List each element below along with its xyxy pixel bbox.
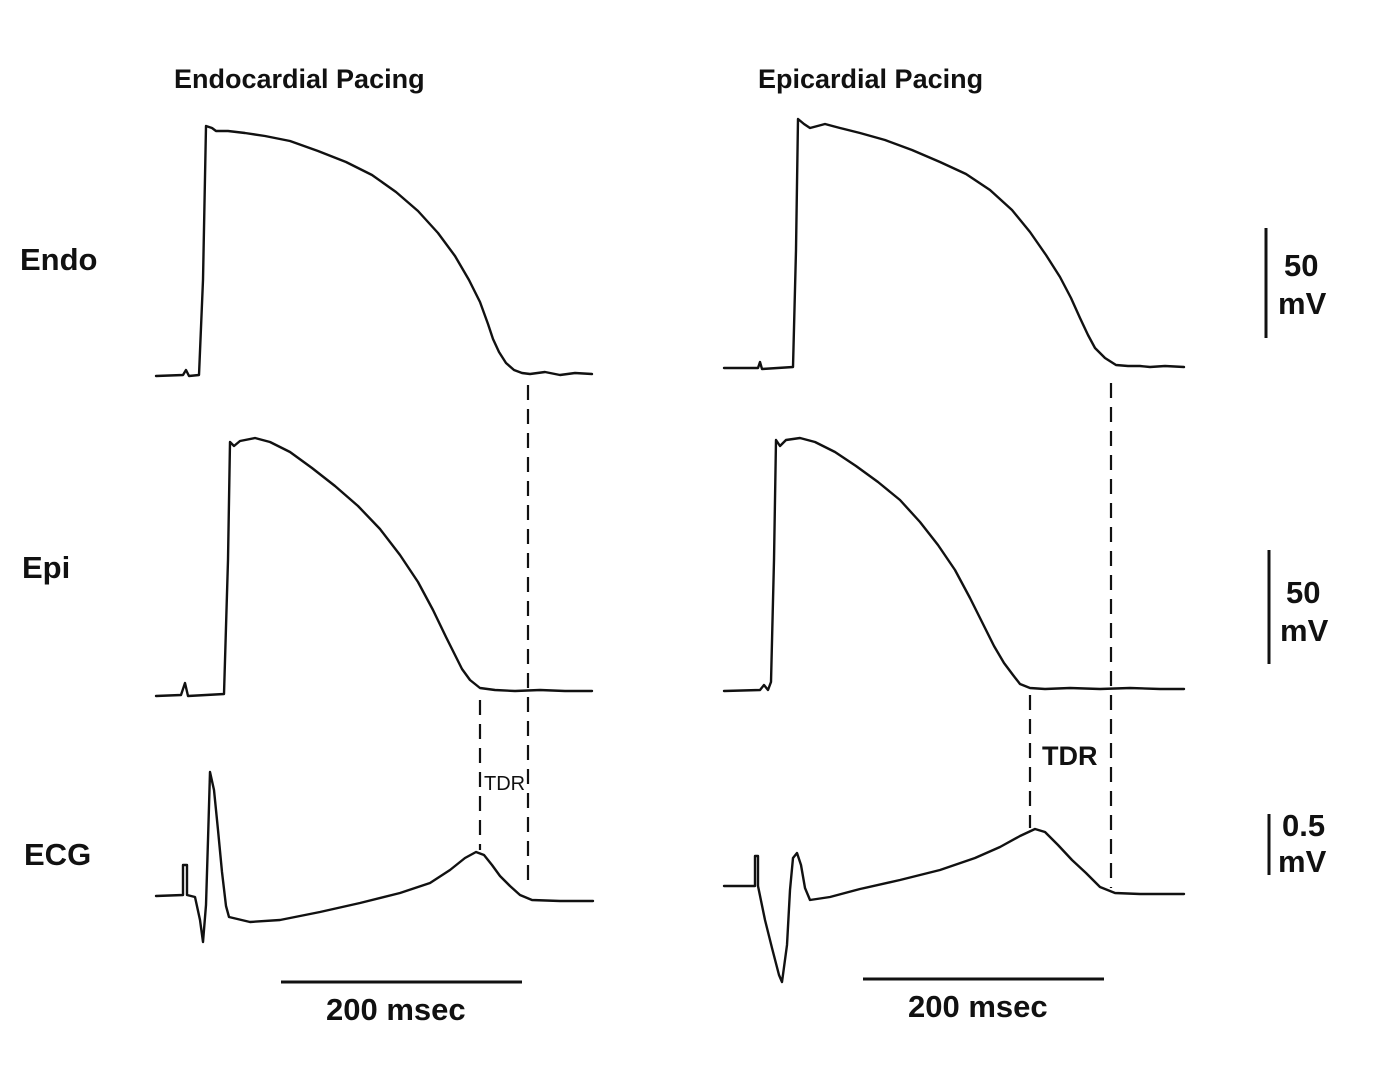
time-scale-label-epicardial-pacing: 200 msec [908,989,1048,1024]
voltage-scale-unit-endo: mV [1278,286,1327,321]
row-label-epi: Epi [22,550,70,585]
row-label-endo: Endo [20,242,98,277]
endo-trace-epicardial-pacing [722,117,1186,371]
panel-title-endocardial: Endocardial Pacing [174,64,425,94]
epi-trace-epicardial-pacing [722,436,1186,693]
panel-title-epicardial: Epicardial Pacing [758,64,983,94]
voltage-scale-value-ecg: 0.5 [1282,808,1325,843]
voltage-scale-value-endo: 50 [1284,248,1318,283]
voltage-scale-value-epi: 50 [1286,575,1320,610]
tdr-label-endocardial-pacing: TDR [484,773,525,795]
ecg-trace-endocardial-pacing [154,770,595,944]
row-label-ecg: ECG [24,837,91,872]
tdr-label-epicardial-pacing: TDR [1042,741,1098,771]
time-scale-label-endocardial-pacing: 200 msec [326,992,466,1027]
ecg-trace-epicardial-pacing [722,827,1186,984]
voltage-scale-unit-epi: mV [1280,613,1329,648]
epi-trace-endocardial-pacing [154,436,594,698]
voltage-scale-unit-ecg: mV [1278,844,1327,879]
endo-trace-endocardial-pacing [154,124,594,378]
